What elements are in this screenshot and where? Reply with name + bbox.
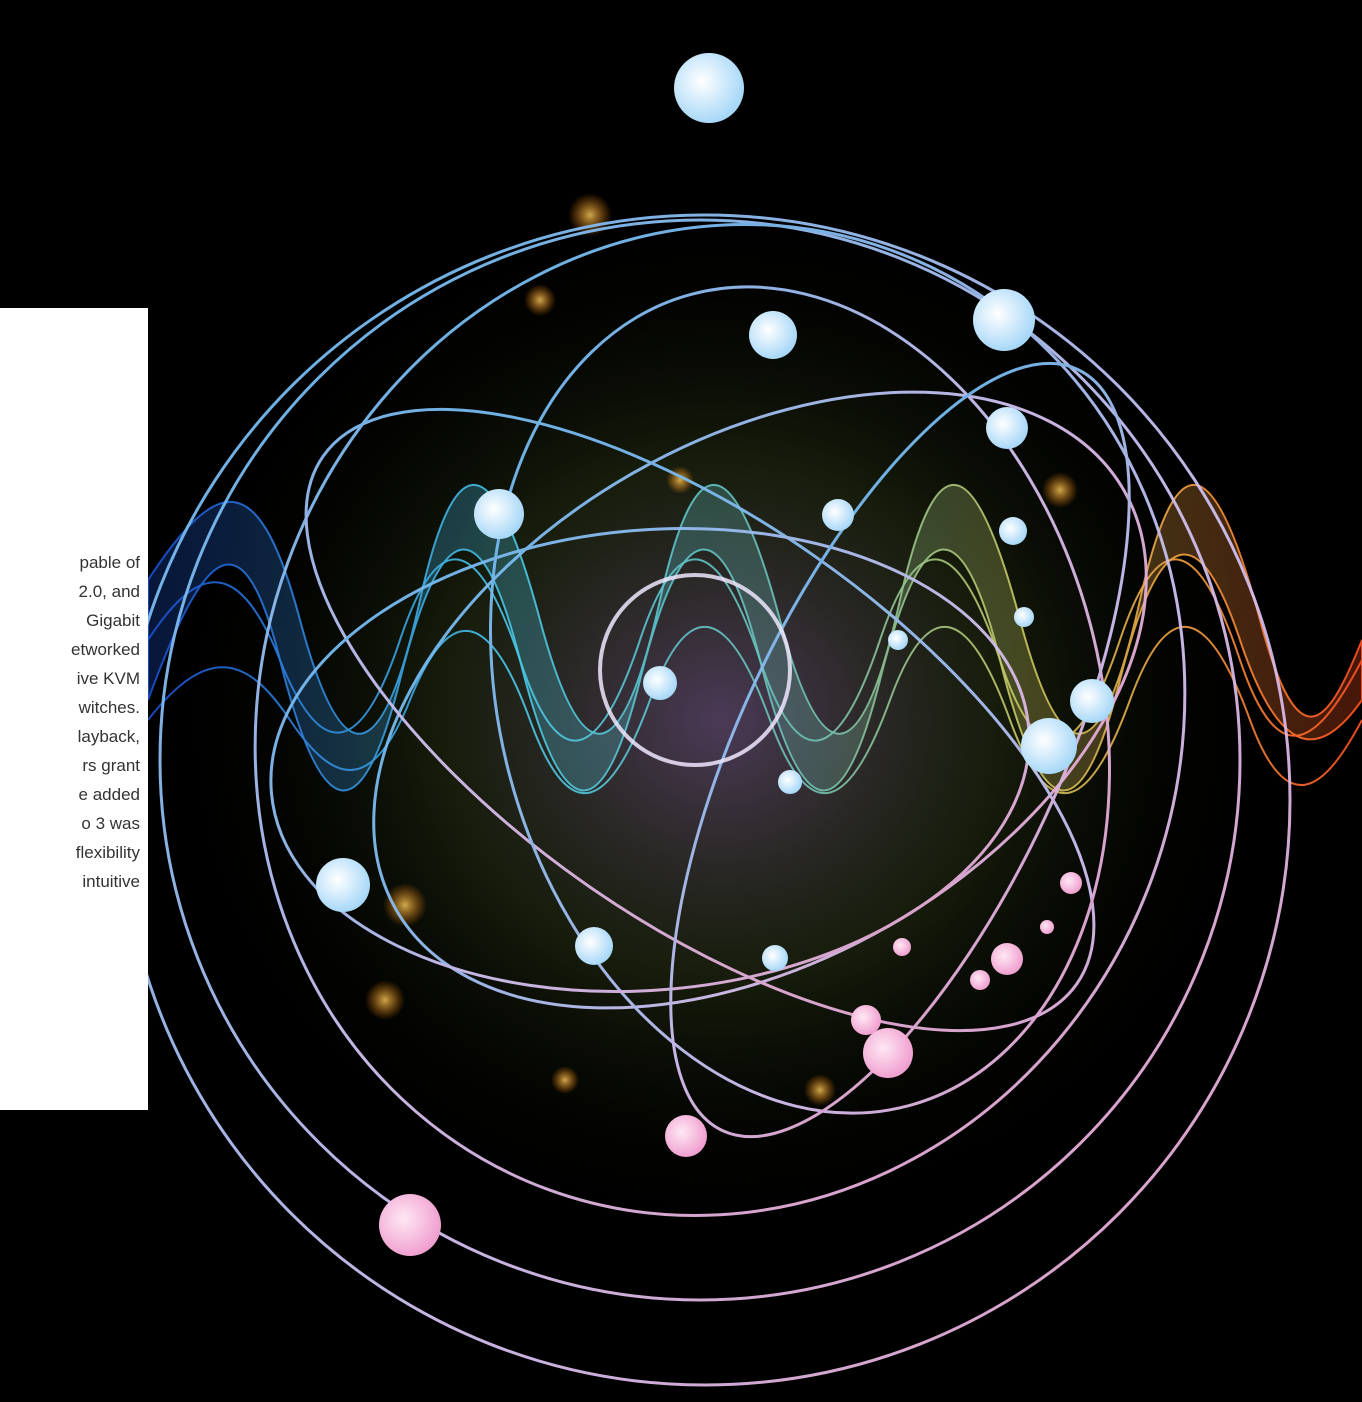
text-line: etworked — [71, 640, 140, 660]
text-line: o 3 was — [81, 814, 140, 834]
text-panel: pable of 2.0, and Gigabit etworked ive KVM wi… — [0, 308, 148, 1110]
hero-image — [0, 0, 1362, 1402]
text-line: layback, — [78, 727, 140, 747]
text-line: ive KVM — [77, 669, 140, 689]
text-line: e added — [79, 785, 140, 805]
text-line: 2.0, and — [79, 582, 140, 602]
text-line: witches. — [79, 698, 140, 718]
text-line: flexibility — [76, 843, 140, 863]
text-line: pable of — [80, 553, 141, 573]
text-line: intuitive — [82, 872, 140, 892]
page: {"panel": {"lines": ["pable of", "2.0, a… — [0, 0, 1362, 1402]
text-line: rs grant — [82, 756, 140, 776]
text-line: Gigabit — [86, 611, 140, 631]
